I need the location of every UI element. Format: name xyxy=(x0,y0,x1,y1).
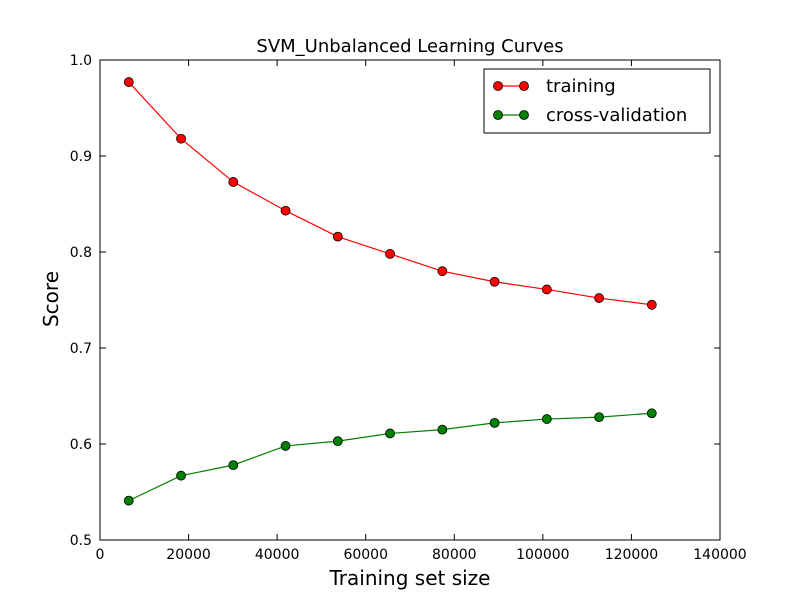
y-tick-label: 0.5 xyxy=(70,533,92,549)
cross-validation-point xyxy=(123,495,134,506)
series-layer xyxy=(123,77,657,506)
cross-validation-point xyxy=(332,436,343,447)
x-tick-label: 60000 xyxy=(343,547,388,563)
plot-frame xyxy=(99,59,721,541)
cross-validation-point xyxy=(437,424,448,435)
legend: training cross-validation xyxy=(483,68,711,134)
training-point xyxy=(385,249,395,259)
y-tick-label: 0.8 xyxy=(70,245,92,261)
x-tick-label: 40000 xyxy=(255,547,300,563)
cross-validation-point xyxy=(385,428,395,439)
legend-box xyxy=(483,68,711,134)
cross-validation-point xyxy=(280,441,291,451)
training-point xyxy=(437,266,448,277)
legend-cross-validation-label: cross-validation xyxy=(546,105,687,126)
x-tick-label: 100000 xyxy=(516,547,569,563)
x-tick-label: 120000 xyxy=(605,547,658,563)
training-point xyxy=(489,276,500,287)
axes-layer: 0 20000 40000 60000 80000 100000 120000 140000 0… xyxy=(70,53,747,563)
x-tick-label: 80000 xyxy=(432,547,477,563)
cross-validation-point xyxy=(594,412,604,423)
cross-validation-series-line xyxy=(128,412,652,502)
training-point xyxy=(280,205,291,216)
cross-validation-point xyxy=(176,470,186,481)
chart-title: SVM_Unbalanced Learning Curves xyxy=(256,36,563,57)
y-tick-label: 0.6 xyxy=(70,437,92,453)
y-axis-label: Score xyxy=(39,271,63,327)
training-point xyxy=(228,177,239,187)
legend-training-label: training xyxy=(546,76,616,97)
y-tick-label: 0.7 xyxy=(70,341,92,357)
training-point xyxy=(176,133,186,144)
legend-training-marker xyxy=(519,81,529,91)
training-point xyxy=(332,231,343,242)
x-tick-label: 0 xyxy=(96,547,105,563)
legend-cross-validation-marker xyxy=(519,110,529,120)
training-point xyxy=(646,299,657,310)
training-point xyxy=(123,77,134,87)
y-tick-label: 1.0 xyxy=(70,53,92,69)
x-tick-label: 140000 xyxy=(693,547,746,563)
cross-validation-point xyxy=(228,460,239,471)
x-tick-label: 20000 xyxy=(166,547,211,563)
training-point xyxy=(541,284,552,295)
legend-training-marker xyxy=(493,81,503,91)
cross-validation-point xyxy=(489,417,500,428)
training-point xyxy=(594,293,604,303)
x-axis-label: Training set size xyxy=(329,566,491,590)
cross-validation-point xyxy=(541,414,552,424)
cross-validation-point xyxy=(646,408,657,419)
legend-cross-validation-marker xyxy=(493,110,503,120)
y-tick-label: 0.9 xyxy=(70,149,92,165)
